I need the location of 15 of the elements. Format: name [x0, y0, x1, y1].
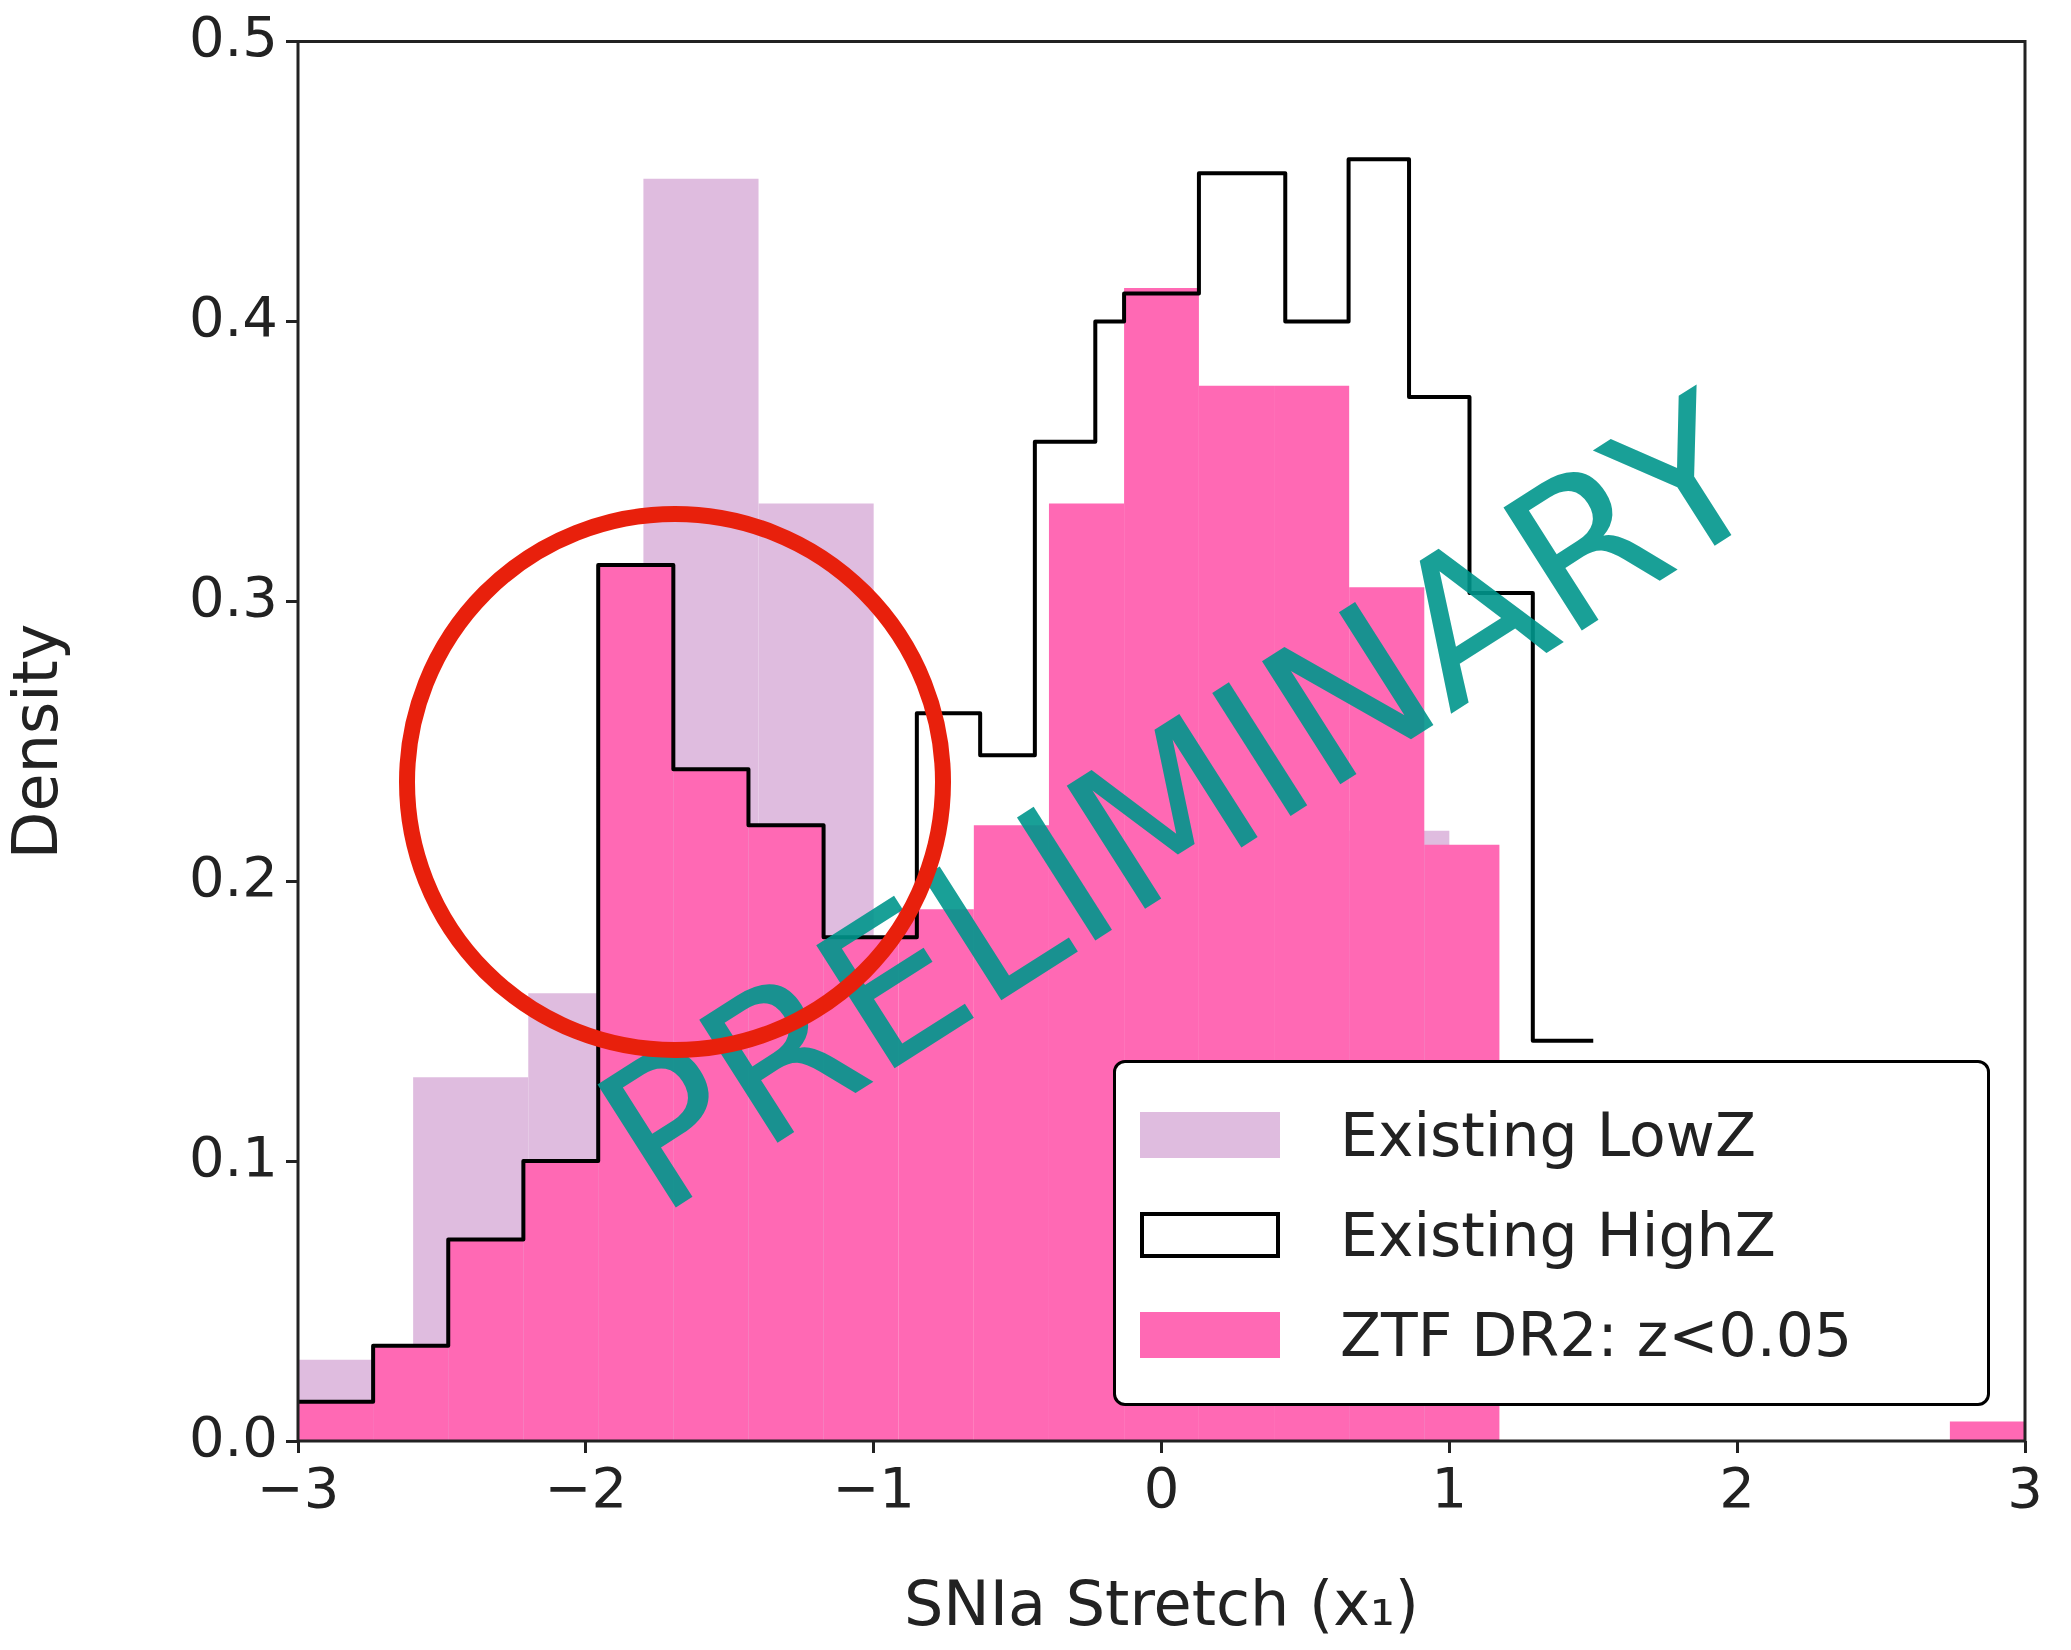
y-tick-label: 0.3 [188, 563, 278, 629]
y-axis-title: Density [0, 623, 73, 860]
y-tick-label: 0.4 [188, 284, 278, 350]
y-tick-label: 0.1 [188, 1123, 278, 1189]
y-tick-label: 0.5 [188, 4, 278, 70]
y-tick-label: 0.2 [188, 843, 278, 909]
x-tick-label: −2 [544, 1455, 628, 1521]
x-tick-label: −1 [832, 1455, 915, 1521]
legend-label: ZTF DR2: z<0.05 [1340, 1300, 1853, 1370]
x-axis-title: SNIa Stretch (x₁) [904, 1566, 1419, 1640]
x-tick-label: 0 [1143, 1455, 1180, 1521]
x-tick-label: 2 [1719, 1455, 1755, 1521]
legend-label: Existing HighZ [1340, 1200, 1776, 1270]
x-tick-label: 1 [1431, 1455, 1468, 1521]
x-tick-label: 3 [2007, 1455, 2043, 1521]
